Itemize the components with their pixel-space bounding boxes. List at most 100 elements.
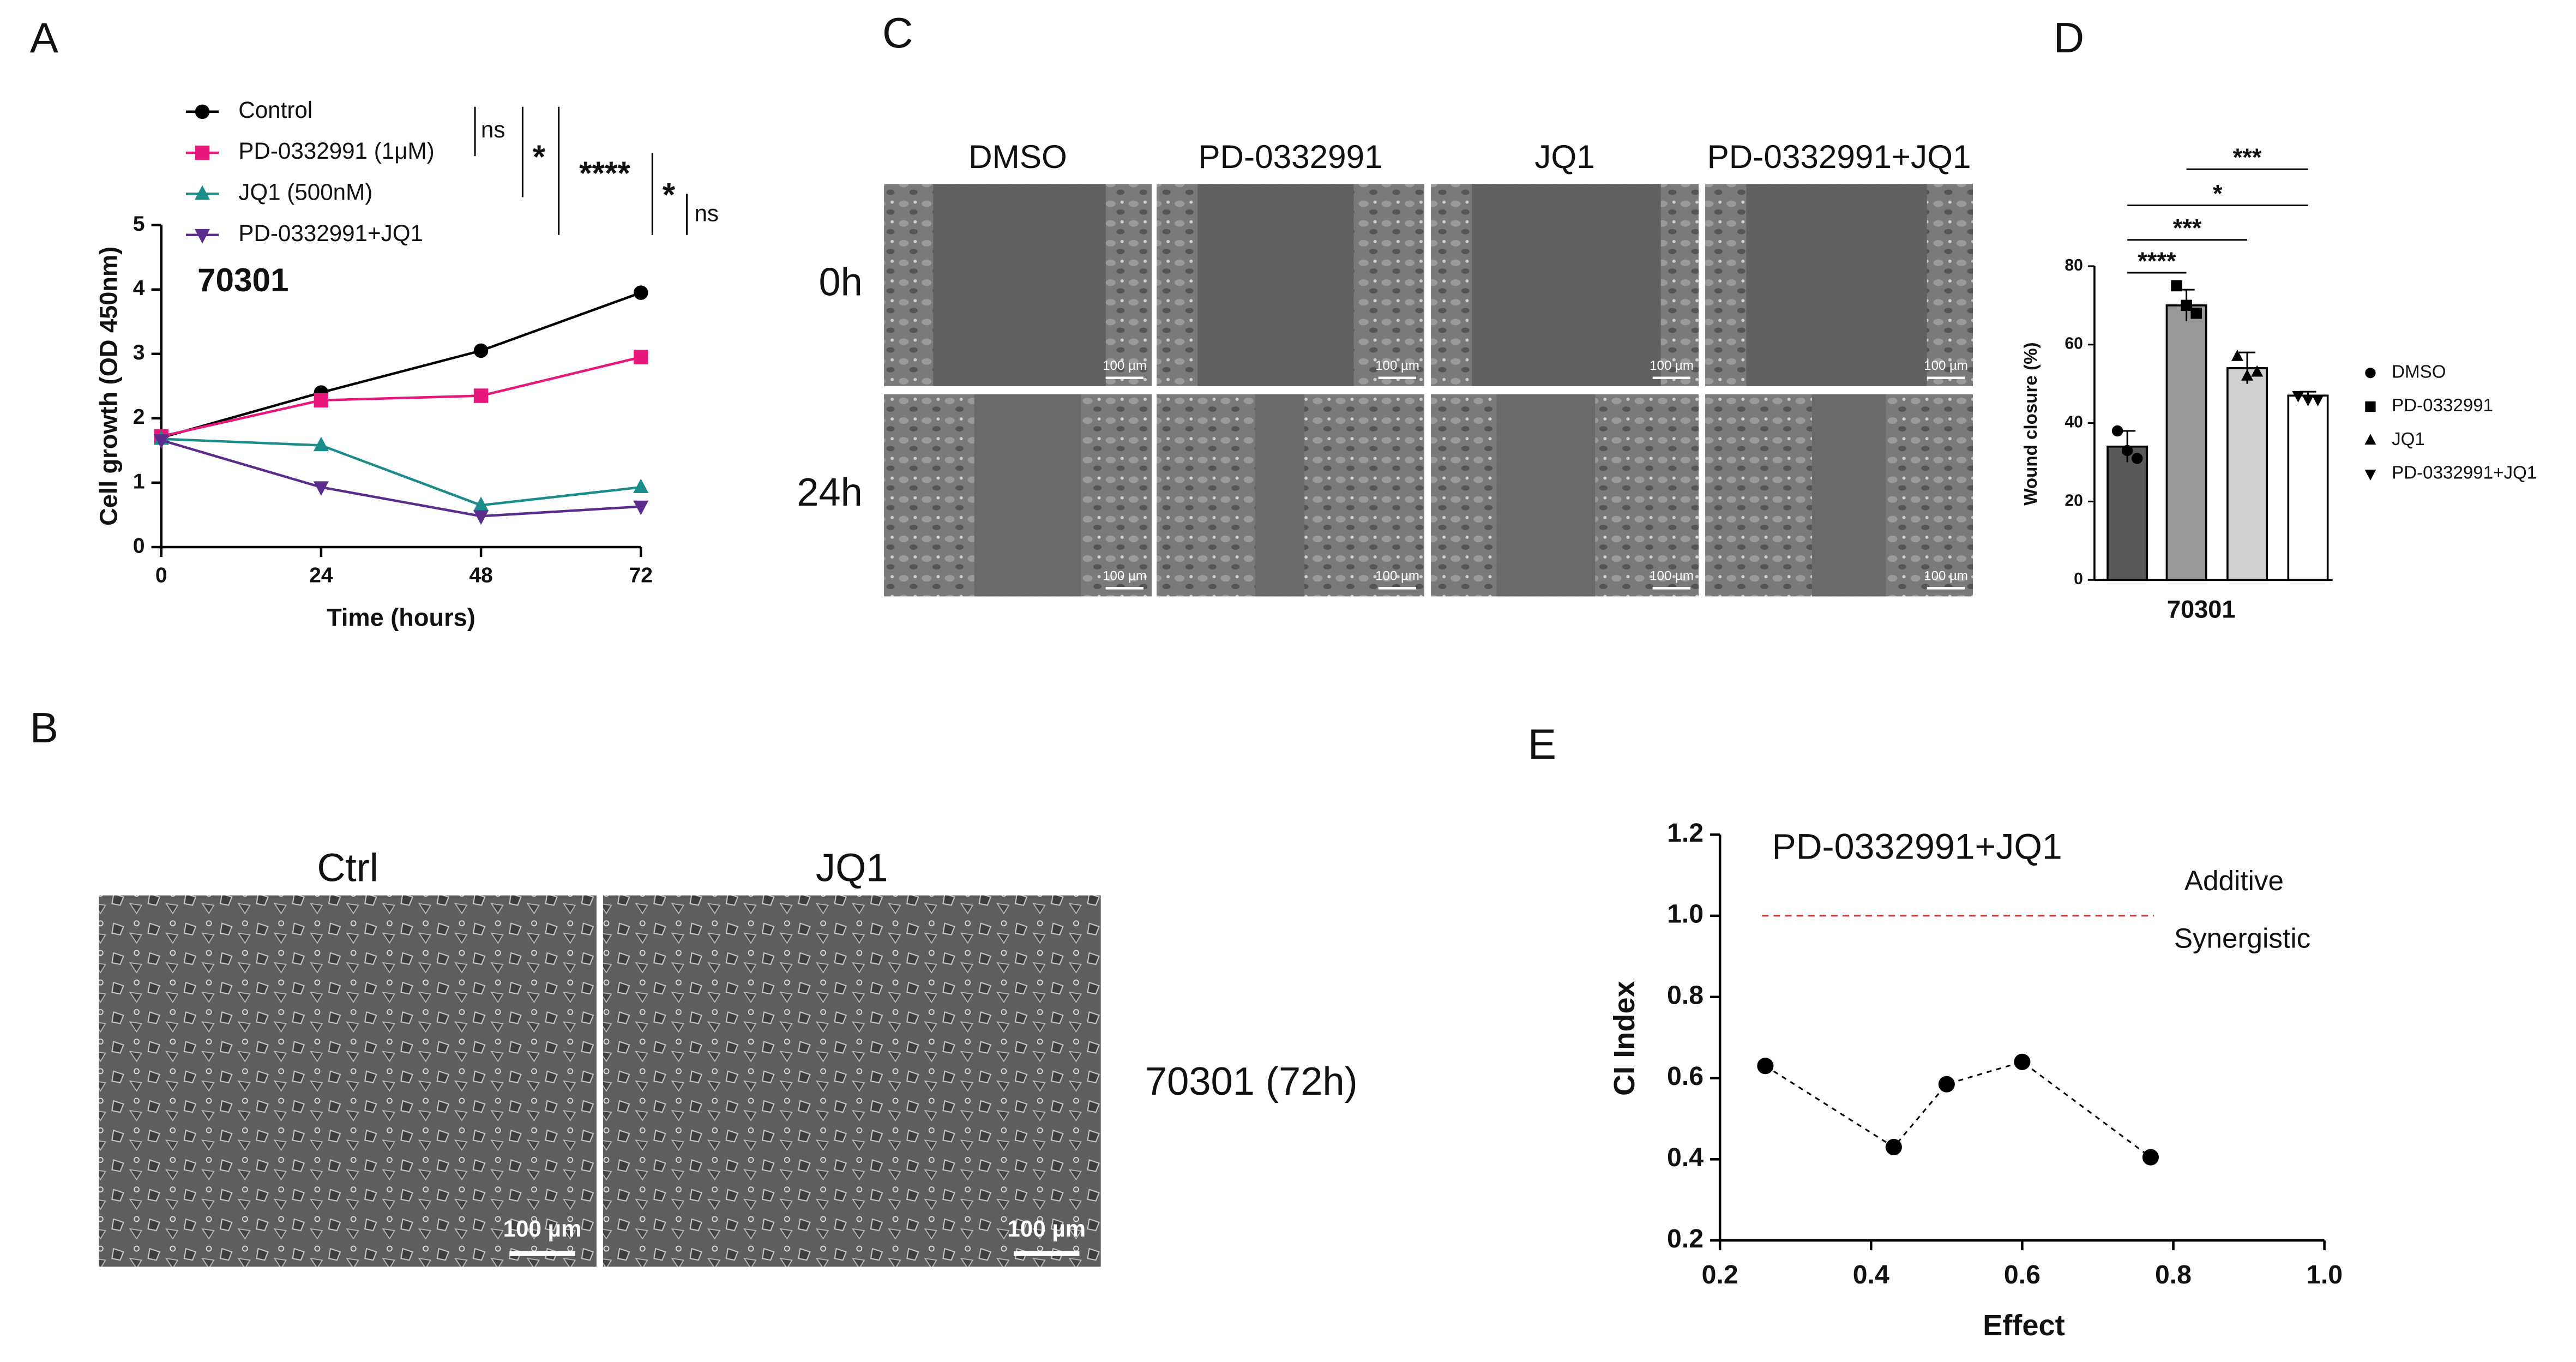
bar <box>2165 304 2207 581</box>
y-tick-label: 0.8 <box>1667 980 1704 1010</box>
panel-label: E <box>1528 720 1556 768</box>
marker <box>473 343 489 358</box>
row-label: 0h <box>818 261 862 304</box>
bar <box>2287 394 2329 581</box>
x-tick-label: 0.4 <box>1853 1260 1889 1289</box>
x-tick-label: 0.8 <box>2155 1260 2192 1289</box>
y-axis-label: Cell growth (OD 450nm) <box>94 247 122 526</box>
y-axis-label: Wound closure (%) <box>2021 342 2041 505</box>
legend-label: DMSO <box>2392 362 2446 382</box>
marker <box>195 104 210 119</box>
y-tick-label: 80 <box>2065 256 2083 274</box>
column-label: JQ1 <box>816 846 888 890</box>
point <box>1938 1076 1955 1093</box>
series-line <box>161 439 641 518</box>
legend-label: Control <box>238 97 312 123</box>
marker <box>2302 395 2314 406</box>
scale-label: 100 µm <box>1103 358 1147 373</box>
marker <box>2365 368 2376 379</box>
x-tick-label: 0 <box>155 564 167 587</box>
marker <box>2312 395 2324 406</box>
wound-gap <box>1197 184 1354 386</box>
annotation: 70301 <box>197 261 288 298</box>
marker <box>2190 308 2202 319</box>
y-tick-label: 2 <box>133 405 145 429</box>
marker <box>313 481 329 496</box>
significance-label: *** <box>2233 143 2262 171</box>
legend-label: PD-0332991 (1μM) <box>238 138 434 164</box>
y-tick-label: 4 <box>133 277 145 300</box>
y-tick-label: 60 <box>2065 335 2083 353</box>
legend-label: JQ1 (500nM) <box>238 179 372 205</box>
marker <box>2171 280 2182 292</box>
marker <box>633 500 649 515</box>
significance-label: *** <box>2173 214 2202 242</box>
panel-label: A <box>30 14 59 62</box>
point <box>2014 1053 2031 1070</box>
significance-label: ns <box>481 117 505 142</box>
scale-label: 100 µm <box>1375 569 1419 584</box>
column-label: PD-0332991 <box>1198 138 1382 175</box>
y-tick-label: 0 <box>133 534 145 557</box>
significance-label: * <box>663 176 676 213</box>
y-tick-label: 1.0 <box>1667 899 1704 929</box>
point <box>1885 1138 1902 1156</box>
marker <box>473 388 489 403</box>
marker <box>2241 369 2254 381</box>
point <box>2142 1149 2159 1166</box>
marker <box>313 436 329 452</box>
x-tick-label: 48 <box>469 564 493 587</box>
y-tick-label: 0.6 <box>1667 1061 1704 1091</box>
y-tick-label: 0 <box>2074 570 2083 588</box>
y-tick-label: 5 <box>133 212 145 236</box>
y-tick-label: 20 <box>2065 491 2083 509</box>
marker <box>633 478 649 494</box>
point <box>1757 1058 1774 1075</box>
wound-gap <box>1746 184 1927 386</box>
scale-label: 100 µm <box>1007 1216 1086 1241</box>
series-line <box>1765 1061 2151 1158</box>
legend-label: PD-0332991 <box>2392 395 2493 416</box>
y-axis-label: CI Index <box>1608 981 1641 1096</box>
significance-label: **** <box>579 154 630 191</box>
scale-label: 100 µm <box>1924 358 1968 373</box>
x-tick-label: 0.6 <box>2004 1260 2041 1289</box>
caption: 70301 (72h) <box>1145 1060 1358 1103</box>
marker <box>314 393 329 408</box>
marker <box>633 350 648 364</box>
marker <box>2181 299 2192 311</box>
marker <box>2251 365 2264 377</box>
x-tick-label: 0.2 <box>1702 1260 1738 1289</box>
series-line <box>161 291 642 439</box>
marker <box>153 434 169 449</box>
y-tick-label: 0.2 <box>1667 1224 1704 1253</box>
column-label: PD-0332991+JQ1 <box>1707 138 1971 175</box>
marker <box>2292 391 2304 403</box>
marker <box>2131 453 2143 464</box>
x-tick-label: 1.0 <box>2306 1260 2343 1289</box>
panel-label: C <box>882 9 913 57</box>
y-tick-label: 40 <box>2065 413 2083 431</box>
legend-label: PD-0332991+JQ1 <box>238 220 423 246</box>
bar <box>2226 367 2268 581</box>
marker <box>194 229 210 244</box>
series-line <box>161 356 641 438</box>
chart-title: PD-0332991+JQ1 <box>1772 827 2062 867</box>
annotation: Additive <box>2184 865 2284 896</box>
x-axis-label: 70301 <box>2167 595 2236 623</box>
y-tick-label: 3 <box>133 341 145 364</box>
x-tick-label: 24 <box>309 564 333 587</box>
wound-gap <box>1472 184 1661 386</box>
significance-label: ns <box>694 201 719 226</box>
scale-label: 100 µm <box>1375 358 1419 373</box>
significance-label: * <box>533 138 546 175</box>
panel-label: D <box>2054 14 2085 62</box>
y-tick-label: 1 <box>133 470 145 493</box>
wound-gap <box>1496 394 1596 597</box>
micrograph <box>603 895 1101 1267</box>
marker <box>2231 349 2244 361</box>
y-tick-label: 1.2 <box>1667 818 1704 848</box>
x-axis-label: Time (hours) <box>327 603 476 631</box>
